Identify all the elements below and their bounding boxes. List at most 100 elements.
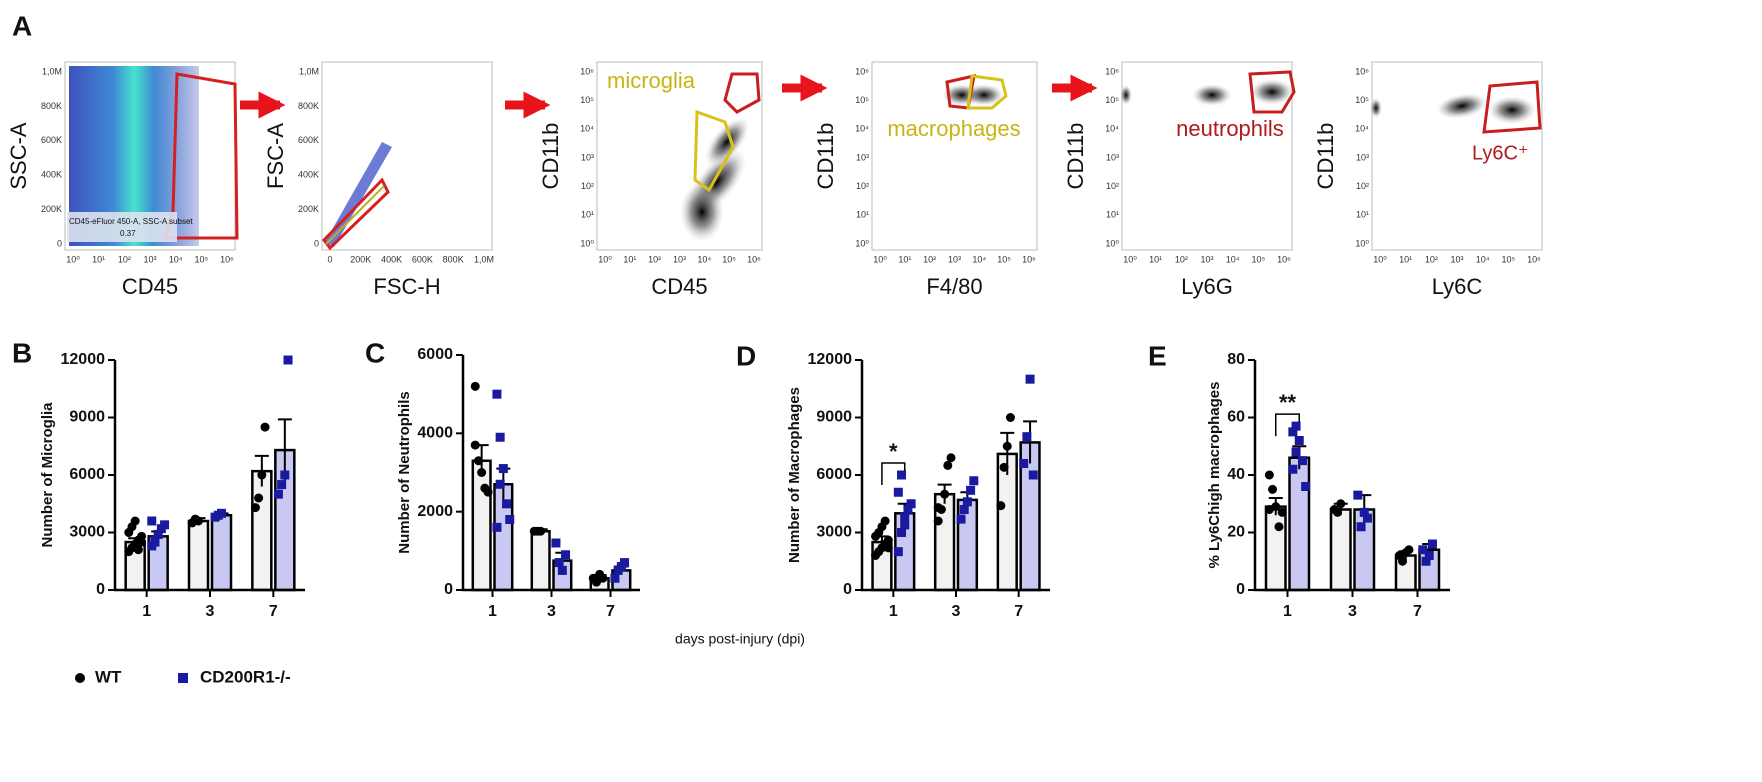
- axes: [461, 355, 640, 592]
- point: [1362, 513, 1372, 523]
- point: [933, 503, 943, 513]
- y-axis-label: % Ly6Chigh macrophages: [1206, 382, 1223, 569]
- point: [483, 487, 493, 497]
- x-tick-label: 10⁰: [1123, 254, 1137, 264]
- point: [1291, 447, 1301, 457]
- point: [1421, 556, 1431, 566]
- density: [1370, 98, 1382, 118]
- x-axis-label: Ly6C: [1432, 274, 1483, 299]
- point: [254, 493, 264, 503]
- y-tick-label: 10⁶: [1355, 66, 1369, 76]
- point: [1288, 464, 1298, 474]
- y-axis-label: Number of Macrophages: [786, 387, 803, 563]
- point: [561, 550, 571, 560]
- point: [536, 526, 546, 536]
- point: [1291, 421, 1301, 431]
- point: [962, 497, 972, 507]
- y-tick-label: 10²: [856, 181, 869, 191]
- point: [1418, 545, 1428, 555]
- y-tick-label: 200K: [298, 204, 319, 214]
- significance: **: [1279, 390, 1297, 415]
- density: [1488, 96, 1536, 124]
- point: [1294, 436, 1304, 445]
- x-axis-label: CD45: [122, 274, 178, 299]
- arrows: [240, 74, 1098, 119]
- x-tick-label: 10²: [118, 254, 131, 264]
- point: [551, 538, 561, 548]
- point: [893, 547, 903, 557]
- point: [502, 499, 512, 509]
- y-tick-label: 800K: [298, 101, 319, 111]
- point: [1025, 374, 1035, 384]
- point: [1277, 507, 1287, 517]
- x-axis-label: days post-injury (dpi): [675, 631, 805, 647]
- point: [900, 520, 910, 530]
- x-tick-label: 1: [1283, 603, 1292, 620]
- x-tick-label: 1: [488, 603, 497, 620]
- x-tick-label: 10⁴: [169, 254, 183, 264]
- point: [1288, 427, 1298, 437]
- bracket: [1275, 413, 1300, 437]
- x-tick-label: 10⁴: [972, 254, 986, 264]
- point: [610, 573, 620, 583]
- x-tick-label: 7: [269, 603, 278, 620]
- gate-label: neutrophils: [1176, 116, 1284, 141]
- point: [1333, 507, 1343, 517]
- x-axis-label: FSC-H: [373, 274, 440, 299]
- point: [1274, 522, 1284, 532]
- y-tick-label: 1,0M: [42, 66, 62, 76]
- y-tick-label: 800K: [41, 101, 62, 111]
- y-tick-label: 10²: [1356, 181, 1369, 191]
- point: [1336, 499, 1346, 509]
- point: [940, 489, 950, 499]
- error-bar: [1023, 420, 1038, 464]
- bar: [210, 514, 233, 592]
- point: [943, 460, 953, 470]
- y-tick-label: 10⁶: [1105, 66, 1119, 76]
- y-tick-label: 3000: [69, 524, 105, 541]
- point: [470, 440, 480, 450]
- y-tick-label: 10⁰: [1355, 238, 1369, 248]
- point: [1353, 490, 1363, 500]
- y-tick-label: 3000: [816, 524, 852, 541]
- point: [477, 468, 487, 477]
- point: [1268, 484, 1278, 494]
- x-tick-label: 800K: [443, 254, 464, 264]
- x-tick-label: 10⁵: [722, 254, 736, 264]
- point: [903, 505, 913, 514]
- bar: [530, 530, 551, 592]
- y-tick-label: 10⁶: [580, 66, 594, 76]
- point: [620, 558, 630, 568]
- gate-inner: [325, 185, 385, 245]
- point: [498, 464, 508, 474]
- y-tick-label: 0: [314, 238, 319, 248]
- point: [1264, 470, 1274, 480]
- y-tick-label: 10⁶: [855, 66, 869, 76]
- x-tick-label: 10⁶: [1022, 254, 1036, 264]
- x-tick-label: 10¹: [1399, 254, 1412, 264]
- x-tick-label: 10⁵: [997, 254, 1011, 264]
- panel-label: C: [365, 337, 385, 368]
- x-tick-label: 10¹: [623, 254, 636, 264]
- y-tick-label: 80: [1227, 351, 1245, 368]
- bar: [187, 519, 210, 592]
- significance: *: [889, 439, 898, 464]
- x-tick-label: 10¹: [92, 254, 105, 264]
- y-tick-label: 10⁴: [580, 124, 594, 134]
- y-axis-label: CD11b: [813, 123, 838, 190]
- x-tick-label: 10⁶: [747, 254, 761, 264]
- x-tick-label: 10²: [1425, 254, 1438, 264]
- x-tick-label: 3: [547, 603, 556, 620]
- point: [260, 422, 270, 432]
- x-tick-label: 10⁶: [1277, 254, 1291, 264]
- axes: [113, 360, 305, 592]
- x-tick-label: 600K: [412, 254, 433, 264]
- x-tick-label: 1: [142, 603, 151, 620]
- y-tick-label: 10⁰: [1105, 238, 1119, 248]
- x-tick-label: 3: [1348, 603, 1357, 620]
- gate: [322, 177, 390, 251]
- point: [1028, 470, 1038, 480]
- density: [964, 84, 1004, 106]
- axes: [1253, 360, 1450, 592]
- x-tick-label: 1,0M: [474, 254, 494, 264]
